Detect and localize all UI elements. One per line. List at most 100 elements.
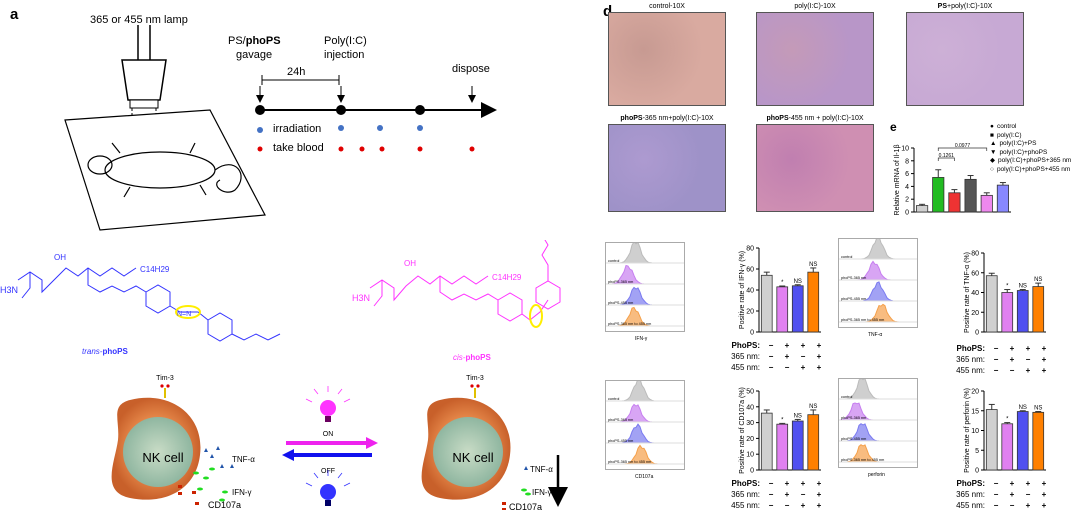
- condition-sign: −: [784, 363, 790, 372]
- blue-bulb-icon: [305, 470, 351, 506]
- micrograph-title-bold: phoPS: [620, 115, 643, 122]
- trans-phoPS-structure: [17, 267, 281, 342]
- significance-label: *: [781, 417, 784, 423]
- condition-table: PhoPS: − + + +365 nm: − + − +455 nm: − − + +: [945, 478, 1052, 510]
- nk-cell-label-right: NK cell: [452, 450, 493, 465]
- condition-sign: −: [800, 490, 806, 499]
- condition-sign: +: [1025, 366, 1031, 375]
- y-tick-label: 40: [746, 288, 754, 295]
- lane-label: phoPS-455 nm: [608, 301, 633, 305]
- bar: [760, 412, 773, 471]
- significance-bracket: [937, 157, 955, 161]
- flow-histogram: control phoPS-365 nm phoPS-455 nm phoPS-365…: [838, 378, 918, 468]
- condition-sign: −: [768, 479, 774, 488]
- micrograph-title: phoPS-455 nm + poly(I:C)-10X: [750, 115, 880, 122]
- condition-sign: −: [993, 366, 999, 375]
- condition-label: 365 nm:: [731, 352, 760, 361]
- bar: [1001, 423, 1014, 471]
- bar: [807, 414, 820, 471]
- condition-sign: +: [816, 479, 822, 488]
- lane-label: phoPS-365 nm to 455 nm: [608, 460, 651, 464]
- interval-label: 24h: [287, 66, 306, 78]
- lane-label: control: [608, 397, 620, 401]
- histology-image: [906, 12, 1024, 106]
- mouse-icon: [87, 142, 242, 198]
- y-tick-label: 40: [746, 404, 754, 411]
- condition-sign: +: [784, 490, 790, 499]
- cis-oh: OH: [404, 259, 416, 268]
- y-tick-label: 15: [971, 408, 979, 415]
- bar: [964, 178, 977, 213]
- condition-label: PhoPS:: [731, 479, 760, 488]
- condition-sign: −: [1025, 490, 1031, 499]
- y-tick-label: 10: [971, 428, 979, 435]
- lamp-label: 365 or 455 nm lamp: [90, 14, 188, 26]
- histology-image: [608, 12, 726, 106]
- y-tick-label: 50: [746, 389, 754, 396]
- micrograph-title-text: control-10X: [649, 3, 685, 10]
- condition-sign: −: [993, 501, 999, 510]
- condition-row: PhoPS: − + + +: [720, 340, 827, 351]
- y-tick-label: 40: [971, 290, 979, 297]
- condition-sign: +: [816, 490, 822, 499]
- bar: [985, 409, 998, 471]
- panel-label-e: e: [890, 120, 897, 134]
- timeline: [255, 75, 497, 152]
- y-axis-label: Relative mRNA of Il-1β: [894, 145, 901, 216]
- y-tick-label: 4: [905, 184, 909, 191]
- p-value-label: 0.1261: [939, 153, 955, 159]
- bar: [932, 177, 945, 213]
- lane-label: phoPS-455 nm: [841, 437, 866, 441]
- gavage-word: gavage: [236, 49, 273, 61]
- cis-chain: C14H29: [492, 273, 522, 282]
- legend-label: poly(I:C)+PS: [999, 140, 1037, 147]
- cis-label: cis-phoPS: [453, 353, 491, 362]
- ifn-dots-left: [193, 467, 228, 502]
- lane-label: control: [608, 259, 620, 263]
- condition-sign: −: [1009, 366, 1015, 375]
- significance-bracket: [937, 147, 988, 151]
- lane-label: phoPS-365 nm: [841, 276, 866, 280]
- bar: [980, 194, 993, 213]
- condition-sign: +: [1041, 490, 1047, 499]
- legend-label: poly(I:C)+phoPS+455 nm: [996, 165, 1071, 173]
- gavage-label: PS/phoPS gavage: [228, 34, 281, 62]
- y-axis-label: Positive rate of perforin (%): [964, 388, 971, 473]
- y-tick-label: 2: [905, 197, 909, 204]
- condition-sign: +: [816, 341, 822, 350]
- cd107a-squares-left: [178, 485, 199, 505]
- condition-sign: −: [768, 501, 774, 510]
- micrograph-title: control-10X: [602, 3, 732, 10]
- significance-label: *: [781, 280, 784, 286]
- legend-item: ▼ poly(I:C)+phoPS: [990, 149, 1071, 158]
- legend-item: ○ poly(I:C)+phoPS+455 nm: [990, 166, 1071, 175]
- panel-label-d: d: [603, 3, 612, 20]
- bar: [760, 274, 773, 333]
- y-axis-label: Positive rate of TNF-α (%): [964, 252, 971, 333]
- y-tick-label: 0: [905, 210, 909, 217]
- bar: [1016, 411, 1029, 471]
- injection-line2: injection: [324, 49, 365, 61]
- significance-label: NS: [1019, 405, 1027, 411]
- condition-sign: +: [1025, 501, 1031, 510]
- condition-sign: +: [1041, 344, 1047, 353]
- histogram-x-label: perforin: [868, 472, 885, 478]
- condition-sign: +: [1041, 366, 1047, 375]
- significance-label: NS: [1034, 277, 1042, 283]
- tim3-label-right: Tim-3: [466, 375, 484, 382]
- y-tick-label: 8: [905, 158, 909, 165]
- condition-sign: +: [816, 363, 822, 372]
- condition-sign: +: [1009, 479, 1015, 488]
- uv-bulb-icon: [305, 386, 351, 422]
- irradiation-dots: [257, 125, 423, 133]
- bar: [776, 286, 789, 333]
- y-tick-label: 60: [971, 270, 979, 277]
- bar: [1032, 411, 1045, 471]
- p-value-label: 0.0977: [955, 143, 971, 149]
- bar: [985, 275, 998, 333]
- condition-sign: −: [1009, 501, 1015, 510]
- y-tick-label: 60: [746, 267, 754, 274]
